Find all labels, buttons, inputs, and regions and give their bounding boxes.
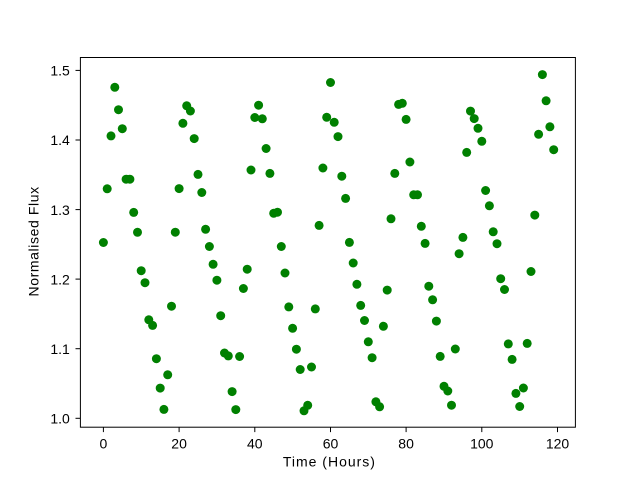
svg-text:1.4: 1.4 [50, 132, 70, 148]
svg-text:0: 0 [100, 435, 108, 451]
svg-text:120: 120 [546, 435, 570, 451]
svg-text:1.2: 1.2 [50, 271, 70, 287]
svg-text:Normalised Flux: Normalised Flux [26, 186, 42, 296]
svg-text:80: 80 [398, 435, 414, 451]
svg-text:1.5: 1.5 [50, 63, 70, 79]
svg-text:1.3: 1.3 [50, 202, 70, 218]
svg-text:Time (Hours): Time (Hours) [283, 454, 376, 470]
svg-text:40: 40 [247, 435, 263, 451]
svg-text:1.1: 1.1 [50, 341, 70, 357]
svg-text:100: 100 [470, 435, 494, 451]
svg-text:1.0: 1.0 [50, 411, 70, 427]
svg-text:20: 20 [171, 435, 187, 451]
svg-text:60: 60 [323, 435, 339, 451]
